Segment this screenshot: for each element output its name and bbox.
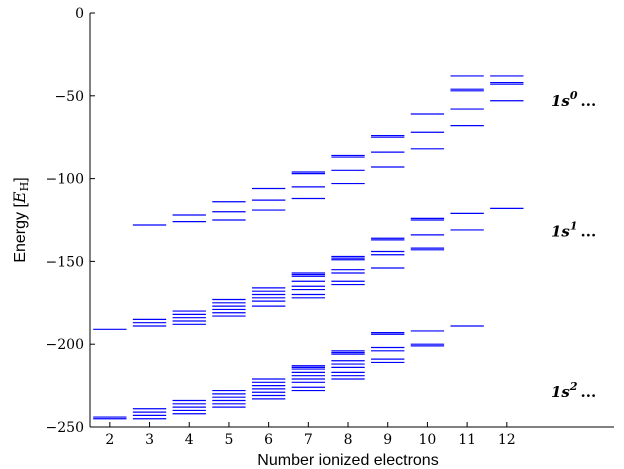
y-tick-label: −100 — [46, 172, 84, 188]
band-label: 1s0 ... — [551, 89, 596, 110]
plot-frame — [89, 13, 614, 428]
y-tick-label: −50 — [54, 89, 84, 105]
y-axis-label-text: Energy [ — [12, 203, 29, 263]
y-tick-label: −150 — [46, 254, 84, 270]
x-tick-label: 9 — [383, 432, 392, 448]
y-axis-label: Energy [EH] — [10, 177, 31, 262]
y-axis-ticks: 0 −50 −100 −150 −200 −250 — [46, 6, 95, 436]
x-tick-label: 10 — [419, 432, 437, 448]
x-axis-ticks: 2 3 4 5 6 7 8 9 10 11 12 — [105, 422, 516, 448]
x-tick-label: 12 — [498, 432, 516, 448]
x-axis-label: Number ionized electrons — [257, 452, 438, 469]
x-tick-label: 5 — [224, 432, 233, 448]
y-tick-label: 0 — [75, 6, 84, 22]
band-labels: 1s0 ... 1s1 ... 1s2 ... — [551, 89, 596, 401]
y-tick-label: −200 — [46, 337, 84, 353]
x-tick-label: 11 — [458, 432, 476, 448]
x-tick-label: 2 — [105, 432, 114, 448]
y-axis-label-close: ] — [12, 177, 29, 181]
band-label: 1s1 ... — [551, 220, 596, 241]
y-axis-label-unit: E — [10, 191, 29, 204]
x-tick-label: 7 — [304, 432, 313, 448]
y-axis-label-unit-sub: H — [18, 182, 31, 192]
x-tick-label: 3 — [145, 432, 154, 448]
y-tick-label: −250 — [46, 420, 84, 436]
x-tick-label: 8 — [344, 432, 353, 448]
x-tick-label: 4 — [185, 432, 194, 448]
band-label: 1s2 ... — [551, 380, 596, 401]
x-tick-label: 6 — [264, 432, 273, 448]
energy-levels — [93, 75, 524, 420]
